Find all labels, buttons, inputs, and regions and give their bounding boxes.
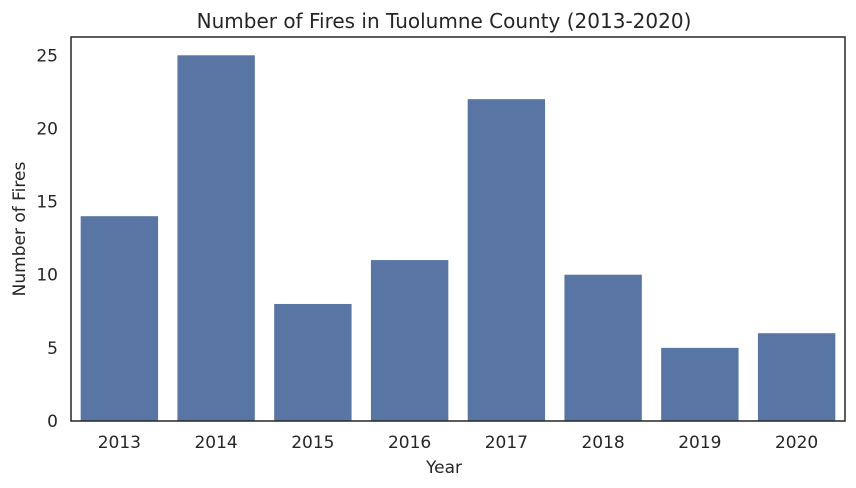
y-tick-label-25: 25 bbox=[36, 46, 58, 66]
x-tick-label-2020: 2020 bbox=[775, 433, 818, 453]
chart-title: Number of Fires in Tuolumne County (2013… bbox=[197, 9, 692, 33]
bars-group bbox=[80, 55, 836, 422]
y-tick-label-20: 20 bbox=[36, 119, 58, 139]
bar-2020 bbox=[757, 333, 836, 421]
y-tick-label-0: 0 bbox=[47, 412, 58, 432]
bar-2015 bbox=[274, 303, 352, 421]
x-tick-label-2013: 2013 bbox=[98, 433, 141, 453]
x-tick-label-2018: 2018 bbox=[581, 433, 624, 453]
bar-2016 bbox=[370, 260, 449, 421]
y-axis-label: Number of Fires bbox=[10, 162, 30, 297]
bar-2019 bbox=[661, 347, 739, 421]
bar-2017 bbox=[467, 99, 546, 422]
bar-2018 bbox=[564, 274, 642, 421]
y-tick-label-5: 5 bbox=[47, 339, 58, 359]
x-tick-label-2019: 2019 bbox=[678, 433, 721, 453]
x-axis-label: Year bbox=[425, 458, 462, 478]
x-tick-label-2015: 2015 bbox=[291, 433, 334, 453]
bar-2013 bbox=[80, 216, 159, 421]
y-ticks-group: 0 5 10 15 20 25 bbox=[36, 46, 58, 432]
bar-2014 bbox=[177, 55, 255, 422]
y-tick-label-15: 15 bbox=[36, 193, 58, 213]
plot-frame bbox=[70, 36, 846, 422]
x-tick-label-2017: 2017 bbox=[485, 433, 528, 453]
y-tick-label-10: 10 bbox=[36, 266, 58, 286]
x-tick-label-2016: 2016 bbox=[388, 433, 431, 453]
x-ticks-group: 2013 2014 2015 2016 2017 2018 2019 2020 bbox=[98, 433, 819, 453]
x-tick-label-2014: 2014 bbox=[194, 433, 237, 453]
